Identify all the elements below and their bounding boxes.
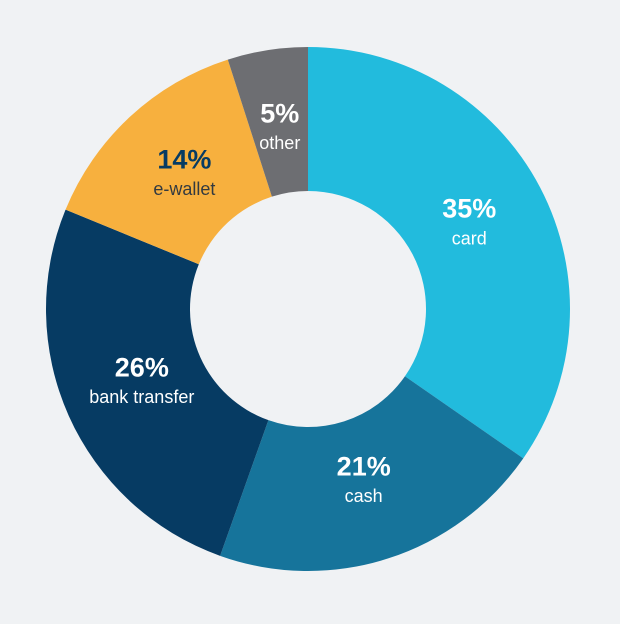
slice-name: other	[259, 133, 300, 153]
slice-percent: 21%	[337, 451, 391, 481]
donut-slice	[45, 209, 269, 556]
slice-percent: 5%	[260, 98, 299, 128]
donut-slice	[227, 47, 308, 197]
slice-name: card	[452, 228, 487, 248]
donut-slice	[220, 376, 524, 572]
slice-percent: 14%	[157, 145, 211, 175]
slice-name: e-wallet	[153, 179, 215, 199]
slice-percent: 35%	[442, 194, 496, 224]
donut-slice	[308, 47, 570, 459]
donut-slice	[65, 59, 272, 265]
slice-percent: 26%	[115, 352, 169, 382]
slice-name: bank transfer	[89, 387, 194, 407]
slice-name: cash	[345, 486, 383, 506]
